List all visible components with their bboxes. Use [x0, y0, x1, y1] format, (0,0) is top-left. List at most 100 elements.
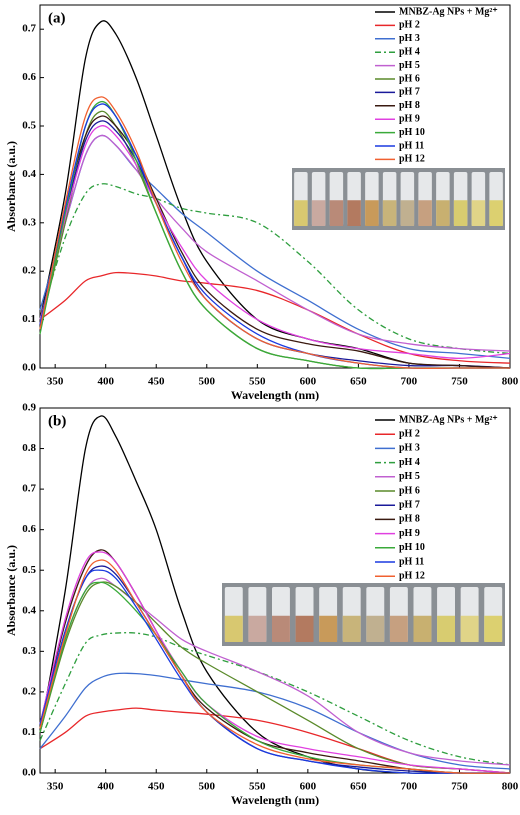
legend-label: pH 8 [399, 100, 420, 111]
x-tick-label: 700 [401, 376, 418, 388]
panel: 0.0 0.1 0.2 0.3 0.4 0.5 0.6 0.7 350 400 450 500 550 6… [4, 4, 519, 402]
legend-label: pH 8 [399, 514, 420, 525]
x-tick-label: 350 [47, 781, 64, 793]
vial-liquid [224, 615, 243, 642]
y-tick-label: 0.7 [22, 483, 36, 495]
spectrum-line [39, 120, 511, 369]
vial-liquid [460, 615, 479, 642]
legend-label: pH 7 [399, 499, 420, 510]
legend-label: pH 5 [399, 471, 420, 482]
x-tick-label: 450 [148, 376, 165, 388]
vial-liquid [484, 615, 503, 642]
vial-liquid [365, 200, 379, 226]
vial-liquid [413, 615, 432, 642]
y-tick-label: 0.4 [22, 604, 36, 616]
y-tick-label: 0.4 [22, 168, 36, 180]
spectrum-line [39, 96, 510, 370]
x-tick-label: 600 [300, 376, 317, 388]
y-axis-title: Absorbance (a.u.) [4, 545, 18, 636]
y-tick-label: 0.2 [22, 685, 36, 697]
x-tick-label: 550 [249, 781, 266, 793]
legend-label: pH 3 [399, 33, 420, 44]
panel-label: (b) [48, 413, 66, 429]
x-tick-label: 750 [451, 781, 468, 793]
vial-liquid [342, 615, 361, 642]
vial-liquid [453, 200, 468, 226]
spectrum-line [39, 581, 511, 774]
vial-liquid [347, 200, 361, 226]
spectrum-line [39, 134, 511, 352]
legend-label: pH 7 [399, 87, 420, 98]
legend-label: pH 4 [399, 457, 420, 468]
vial-liquid [437, 615, 456, 642]
y-tick-label: 0.0 [22, 362, 36, 374]
y-tick-label: 0.6 [22, 71, 36, 83]
x-tick-label: 650 [350, 376, 367, 388]
y-axis-title: Absorbance (a.u.) [4, 141, 18, 232]
vial-liquid [436, 200, 450, 226]
spectrum-line [39, 569, 510, 774]
legend-label: pH 11 [399, 140, 424, 151]
panel: 0.0 0.1 0.2 0.3 0.4 0.5 0.6 0.7 0.8 0.9 350 400 450 5… [4, 402, 519, 807]
legend-label: pH 12 [399, 570, 425, 581]
y-tick-label: 0.9 [22, 402, 36, 414]
y-tick-label: 0.5 [22, 120, 36, 132]
x-tick-label: 700 [401, 781, 418, 793]
legend-label: pH 6 [399, 485, 420, 496]
x-tick-label: 600 [300, 781, 317, 793]
vial-liquid [471, 200, 486, 226]
vial-liquid [271, 615, 290, 642]
vial-liquid [294, 200, 308, 226]
vial-liquid [389, 615, 408, 642]
vial-liquid [382, 200, 397, 226]
y-tick-label: 0.0 [22, 767, 36, 779]
vial-liquid [489, 200, 503, 226]
y-tick-label: 0.8 [22, 442, 36, 454]
vial-liquid [319, 615, 338, 642]
spectrum-line [39, 125, 511, 359]
spectrum-line [39, 20, 511, 369]
y-tick-label: 0.7 [22, 23, 36, 35]
legend-label: MNBZ-Ag NPs + Mg²⁺ [399, 6, 498, 17]
legend-label: pH 9 [399, 528, 420, 539]
vial-liquid [329, 200, 344, 226]
panel-label: (a) [48, 10, 66, 26]
x-tick-label: 350 [47, 376, 64, 388]
vial-liquid [311, 200, 326, 226]
spectrum-line [39, 183, 511, 355]
plot-frame [39, 407, 511, 774]
legend-label: pH 3 [399, 443, 420, 454]
inset-photo [292, 168, 505, 230]
x-tick-label: 550 [249, 376, 266, 388]
spectrum-line [39, 115, 511, 369]
legend-label: pH 5 [399, 60, 420, 71]
y-tick-label: 0.3 [22, 645, 36, 657]
legend-label: pH 9 [399, 113, 420, 124]
x-tick-label: 750 [451, 376, 468, 388]
x-tick-label: 800 [502, 376, 519, 388]
spectrum-line [39, 559, 511, 774]
legend-label: pH 2 [399, 20, 420, 31]
x-tick-label: 500 [199, 376, 216, 388]
vial-liquid [295, 615, 314, 642]
legend-label: pH 10 [399, 127, 425, 138]
y-tick-label: 0.2 [22, 265, 36, 277]
legend-label: pH 10 [399, 542, 425, 553]
x-tick-label: 650 [350, 781, 367, 793]
legend-label: MNBZ-Ag NPs + Mg²⁺ [399, 414, 498, 425]
plot-frame [39, 4, 511, 369]
x-tick-label: 400 [97, 781, 114, 793]
vial-liquid [418, 200, 432, 226]
vial-liquid [248, 615, 267, 642]
spectrum-line [39, 271, 511, 364]
x-axis-title: Wavelength (nm) [231, 793, 319, 807]
y-tick-label: 0.6 [22, 523, 36, 535]
y-tick-label: 0.1 [22, 313, 36, 325]
x-tick-label: 400 [97, 376, 114, 388]
inset-photo [222, 583, 505, 646]
y-tick-label: 0.5 [22, 564, 36, 576]
y-tick-label: 0.3 [22, 216, 36, 228]
vial-liquid [366, 615, 385, 642]
legend-label: pH 2 [399, 428, 420, 439]
